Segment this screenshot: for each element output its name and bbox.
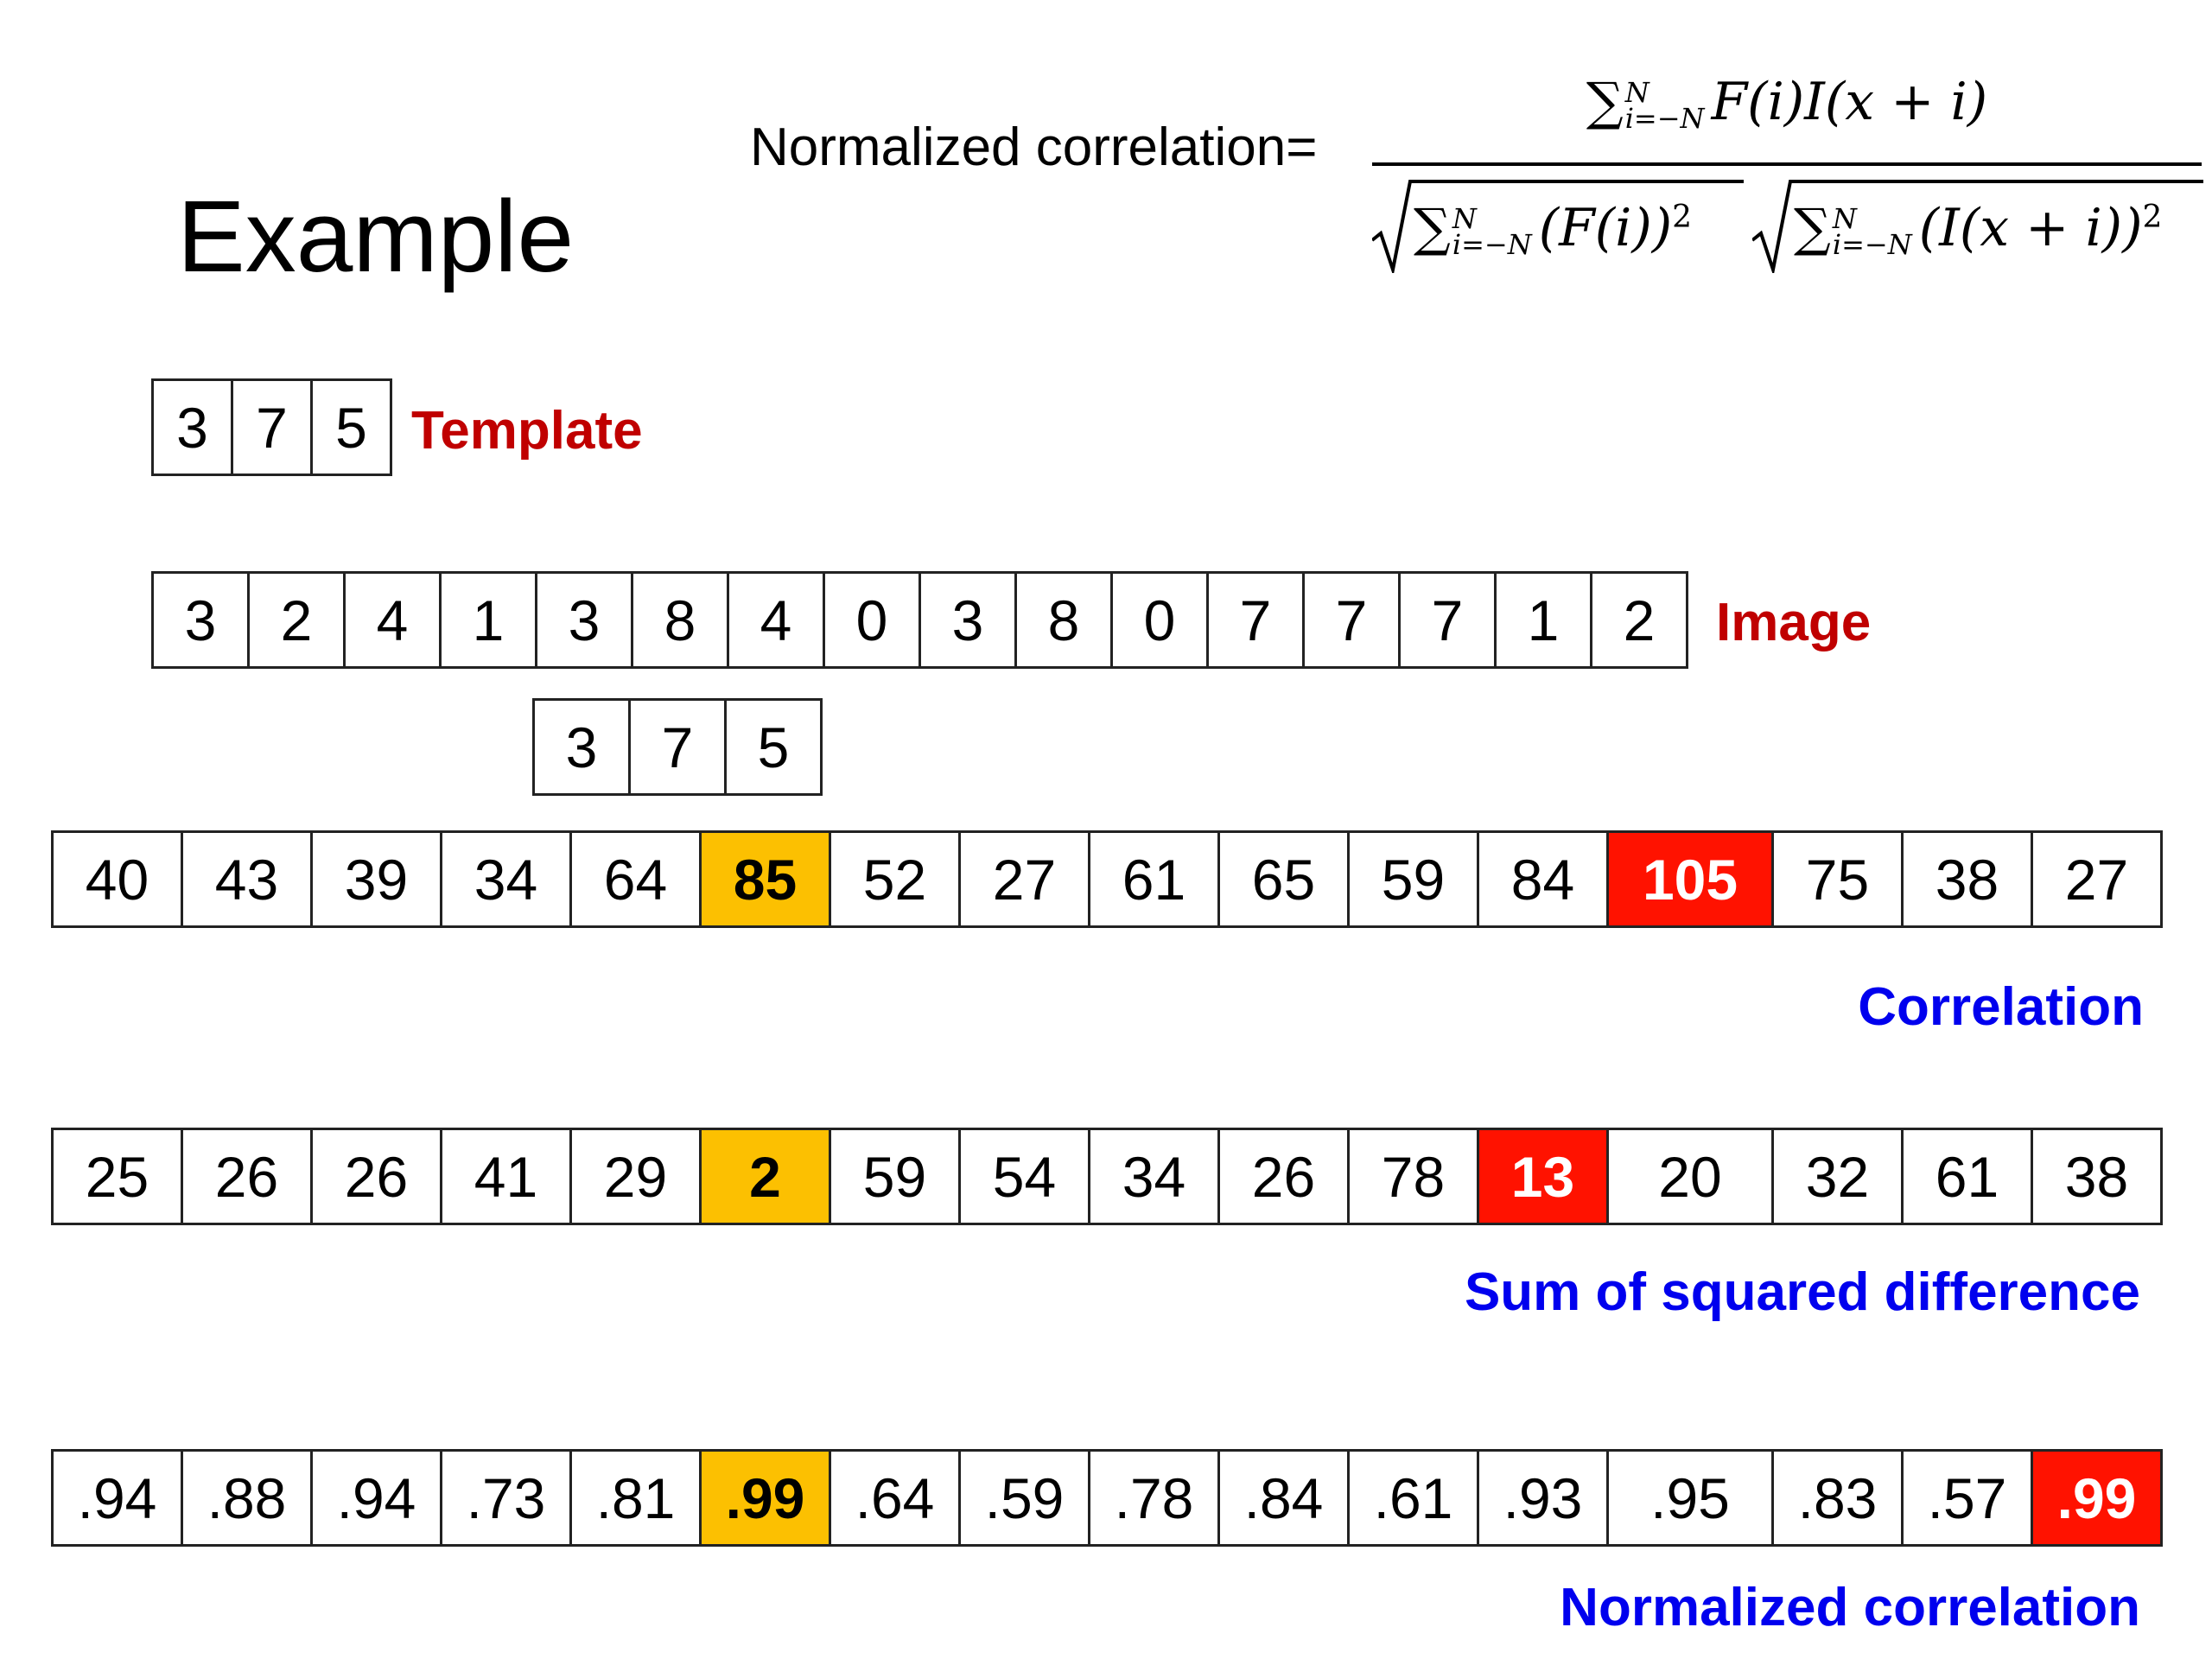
ncorr-cell-highlight-orange: .99	[699, 1449, 831, 1547]
ssd-cell: 78	[1347, 1128, 1479, 1225]
image-cell: 7	[1398, 571, 1497, 669]
ssd-row: 25 26 26 41 29 2 59 54 34 26 78 13 20 32…	[51, 1128, 2163, 1225]
correlation-cell: 43	[181, 830, 313, 928]
formula-label: Normalized correlation=	[750, 118, 1318, 177]
correlation-cell: 64	[569, 830, 702, 928]
image-label: Image	[1716, 593, 1872, 652]
ssd-label: Sum of squared difference	[1464, 1262, 2140, 1322]
slide-title: Example	[177, 180, 575, 294]
image-cell: 4	[343, 571, 442, 669]
sliding-template-cell: 3	[532, 698, 631, 796]
image-cell: 0	[1110, 571, 1209, 669]
template-label: Template	[411, 401, 643, 461]
template-cell: 5	[310, 378, 392, 476]
correlation-cell: 40	[51, 830, 183, 928]
ncorr-cell: .78	[1088, 1449, 1220, 1547]
image-row: 3 2 4 1 3 8 4 0 3 8 0 7 7 7 1 2	[151, 571, 1688, 669]
ncorr-cell: .95	[1606, 1449, 1774, 1547]
ncorr-cell-highlight-red: .99	[2031, 1449, 2163, 1547]
ssd-cell: 54	[958, 1128, 1090, 1225]
template-cell: 7	[231, 378, 313, 476]
correlation-cell: 61	[1088, 830, 1220, 928]
image-cell: 7	[1206, 571, 1305, 669]
correlation-cell: 65	[1217, 830, 1350, 928]
image-cell: 4	[727, 571, 825, 669]
normalized-correlation-row: .94 .88 .94 .73 .81 .99 .64 .59 .78 .84 …	[51, 1449, 2163, 1547]
ssd-cell-highlight-orange: 2	[699, 1128, 831, 1225]
correlation-cell-highlight-orange: 85	[699, 830, 831, 928]
ssd-cell: 61	[1901, 1128, 2033, 1225]
image-cell: 1	[1494, 571, 1592, 669]
correlation-cell: 39	[310, 830, 442, 928]
ssd-cell: 59	[829, 1128, 961, 1225]
ssd-cell: 26	[310, 1128, 442, 1225]
image-cell: 1	[439, 571, 537, 669]
sliding-template-row: 3 7 5	[532, 698, 823, 796]
image-cell: 2	[247, 571, 346, 669]
correlation-cell: 75	[1771, 830, 1904, 928]
ssd-cell: 29	[569, 1128, 702, 1225]
correlation-cell: 84	[1477, 830, 1609, 928]
ncorr-cell: .61	[1347, 1449, 1479, 1547]
image-cell: 3	[535, 571, 633, 669]
lower-limit: i=−N	[1624, 102, 1705, 136]
image-cell: 8	[1014, 571, 1113, 669]
correlation-cell: 27	[958, 830, 1090, 928]
ssd-cell: 41	[440, 1128, 572, 1225]
image-cell: 3	[151, 571, 250, 669]
template-row: 3 7 5	[151, 378, 392, 476]
ncorr-cell: .94	[51, 1449, 183, 1547]
ncorr-cell: .94	[310, 1449, 442, 1547]
ssd-cell: 20	[1606, 1128, 1774, 1225]
image-cell: 3	[918, 571, 1017, 669]
correlation-cell-highlight-red: 105	[1606, 830, 1774, 928]
sum-symbol: ∑	[1586, 72, 1624, 132]
ncorr-cell: .93	[1477, 1449, 1609, 1547]
image-cell: 8	[631, 571, 729, 669]
image-cell: 7	[1302, 571, 1401, 669]
square-root-icon	[1752, 180, 2203, 273]
numerator-term: F(i)I(x + i)	[1711, 72, 1988, 132]
ncorr-cell: .64	[829, 1449, 961, 1547]
ssd-cell: 38	[2031, 1128, 2163, 1225]
correlation-row: 40 43 39 34 64 85 52 27 61 65 59 84 105 …	[51, 830, 2163, 928]
template-cell: 3	[151, 378, 233, 476]
image-cell: 0	[823, 571, 921, 669]
ssd-cell: 34	[1088, 1128, 1220, 1225]
ncorr-cell: .83	[1771, 1449, 1904, 1547]
ssd-cell-highlight-red: 13	[1477, 1128, 1609, 1225]
ssd-cell: 32	[1771, 1128, 1904, 1225]
ssd-cell: 26	[181, 1128, 313, 1225]
correlation-cell: 38	[1901, 830, 2033, 928]
correlation-cell: 52	[829, 830, 961, 928]
normalized-correlation-label: Normalized correlation	[1560, 1578, 2140, 1637]
square-root-icon	[1372, 180, 1744, 273]
ncorr-cell: .73	[440, 1449, 572, 1547]
correlation-cell: 34	[440, 830, 572, 928]
fraction-bar	[1372, 162, 2202, 166]
correlation-label: Correlation	[1858, 977, 2144, 1037]
sliding-template-cell: 7	[628, 698, 727, 796]
ssd-cell: 25	[51, 1128, 183, 1225]
ncorr-cell: .57	[1901, 1449, 2033, 1547]
ssd-cell: 26	[1217, 1128, 1350, 1225]
correlation-cell: 27	[2031, 830, 2163, 928]
correlation-cell: 59	[1347, 830, 1479, 928]
upper-limit: N	[1624, 76, 1649, 110]
image-cell: 2	[1590, 571, 1688, 669]
ncorr-cell: .81	[569, 1449, 702, 1547]
ncorr-cell: .84	[1217, 1449, 1350, 1547]
sliding-template-cell: 5	[724, 698, 823, 796]
ncorr-cell: .88	[181, 1449, 313, 1547]
ncorr-cell: .59	[958, 1449, 1090, 1547]
